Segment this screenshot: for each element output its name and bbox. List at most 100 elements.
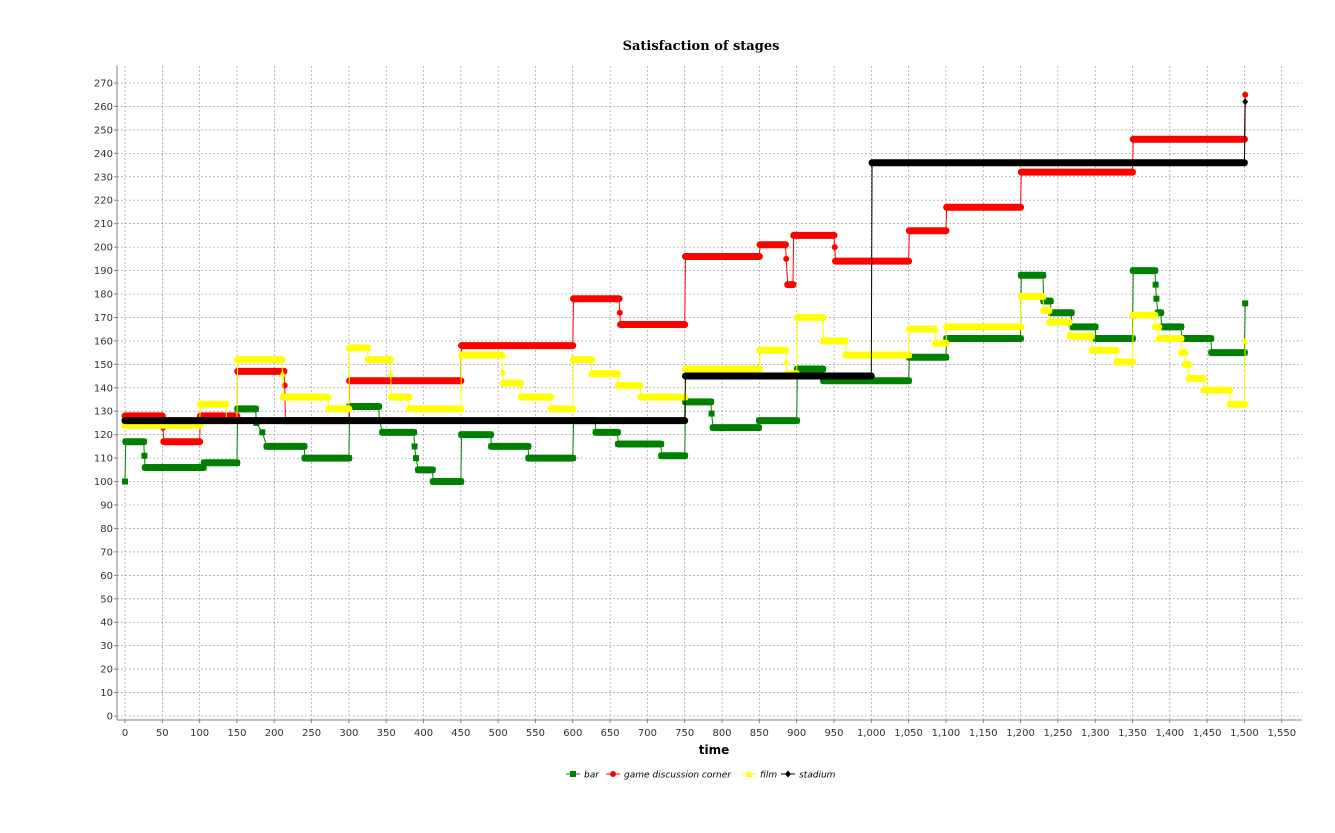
data-point: [1152, 281, 1159, 288]
data-point: [842, 351, 850, 358]
data-point: [782, 241, 789, 248]
data-point: [278, 370, 286, 377]
data-point: [457, 478, 464, 485]
data-point: [931, 339, 939, 347]
data-point: [756, 253, 763, 260]
data-point: [263, 443, 270, 450]
data-point: [1065, 318, 1073, 326]
data-point: [906, 227, 913, 234]
data-point: [301, 443, 308, 450]
data-point: [1200, 386, 1208, 394]
data-point: [1129, 358, 1137, 365]
data-point: [942, 227, 949, 234]
data-point: [1129, 311, 1137, 319]
x-tick-label: 1,450: [1193, 728, 1222, 739]
data-point: [140, 438, 147, 445]
data-point: [1017, 292, 1025, 300]
data-point: [413, 455, 420, 462]
data-point: [525, 443, 532, 450]
data-point: [931, 325, 939, 333]
data-point: [458, 351, 466, 358]
data-point: [1092, 323, 1099, 330]
data-point: [783, 255, 790, 262]
data-point: [793, 313, 801, 321]
data-point: [1157, 309, 1164, 316]
data-point: [405, 405, 413, 412]
x-tick-label: 1,050: [894, 728, 923, 739]
x-tick-label: 1,250: [1044, 728, 1073, 739]
x-tick-label: 100: [190, 728, 209, 739]
y-tick-label: 250: [94, 125, 113, 136]
data-point: [410, 429, 417, 436]
x-tick-label: 1,300: [1081, 728, 1110, 739]
data-point: [324, 393, 332, 401]
y-tick-label: 60: [100, 571, 113, 582]
x-tick-label: 1,500: [1230, 728, 1259, 739]
x-tick-label: 250: [302, 728, 321, 739]
data-point: [1208, 349, 1215, 356]
x-tick-label: 950: [824, 728, 843, 739]
data-point: [1207, 335, 1214, 342]
data-point: [943, 323, 951, 330]
data-point: [364, 356, 372, 363]
data-point: [819, 313, 827, 321]
data-point: [1177, 335, 1185, 342]
data-point: [1241, 159, 1248, 167]
x-tick-label: 1,200: [1006, 728, 1035, 739]
legend-item: bar: [566, 771, 600, 781]
data-point: [658, 452, 665, 459]
data-point: [364, 344, 372, 351]
data-point: [1241, 349, 1248, 356]
y-tick-label: 40: [100, 618, 113, 629]
data-point: [1069, 323, 1076, 330]
legend-marker: [610, 771, 616, 777]
y-tick-label: 160: [94, 336, 113, 347]
x-tick-label: 700: [638, 728, 657, 739]
data-point: [790, 232, 797, 239]
x-tick-label: 650: [601, 728, 620, 739]
data-point: [142, 464, 149, 471]
data-point: [592, 429, 599, 436]
data-point: [1199, 374, 1207, 382]
series-bar: [122, 267, 1249, 486]
data-point: [345, 405, 353, 412]
y-tick-label: 200: [94, 243, 113, 254]
data-point: [841, 337, 849, 344]
legend-item: film: [742, 770, 777, 781]
data-point: [387, 370, 395, 377]
x-tick-label: 550: [526, 728, 545, 739]
data-point: [430, 478, 437, 485]
data-point: [1018, 272, 1025, 279]
data-point: [121, 421, 129, 429]
data-point: [387, 393, 395, 401]
data-point: [637, 393, 645, 401]
legend-marker: [570, 771, 576, 777]
data-point: [252, 405, 259, 412]
data-point: [379, 429, 386, 436]
y-tick-label: 90: [100, 501, 113, 512]
data-point: [301, 455, 308, 462]
y-tick-label: 190: [94, 266, 113, 277]
data-point: [458, 342, 465, 349]
x-tick-label: 400: [414, 728, 433, 739]
y-tick-label: 150: [94, 360, 113, 371]
y-tick-label: 0: [107, 712, 113, 723]
data-point: [525, 455, 532, 462]
data-point: [1092, 335, 1099, 342]
data-point: [942, 354, 949, 361]
y-tick-label: 220: [94, 196, 113, 207]
y-tick-label: 80: [100, 524, 113, 535]
data-point: [820, 377, 827, 384]
data-point: [122, 438, 129, 445]
y-tick-label: 170: [94, 313, 113, 324]
data-point: [1087, 332, 1095, 340]
data-point: [1242, 98, 1249, 106]
x-tick-label: 150: [227, 728, 246, 739]
x-tick-label: 750: [675, 728, 694, 739]
x-tick-label: 1,100: [932, 728, 961, 739]
data-point: [1226, 386, 1234, 394]
data-point: [196, 400, 204, 408]
y-tick-label: 210: [94, 219, 113, 230]
data-point: [614, 429, 621, 436]
data-point: [1151, 311, 1159, 319]
